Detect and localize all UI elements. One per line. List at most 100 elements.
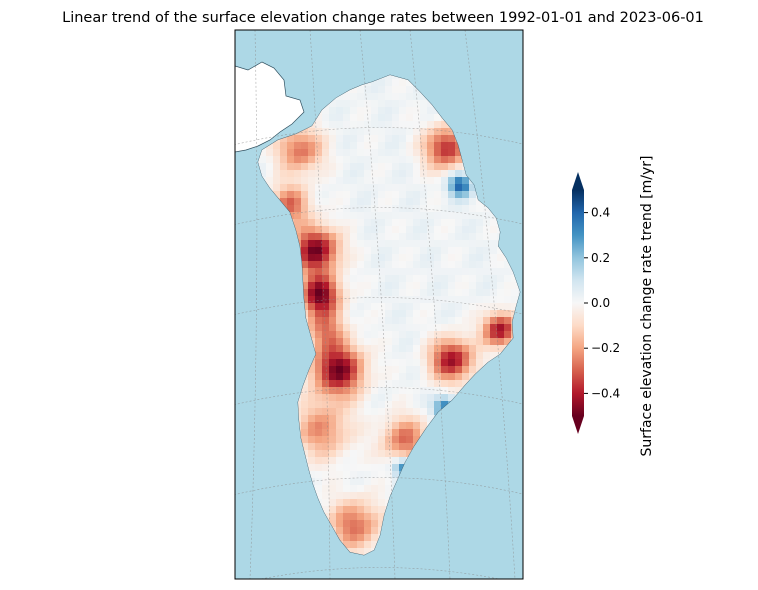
elevation-cell: [385, 359, 392, 366]
elevation-cell: [371, 86, 378, 93]
elevation-cell: [357, 485, 364, 492]
elevation-cell: [357, 352, 364, 359]
elevation-cell: [399, 324, 406, 331]
elevation-cell: [315, 184, 322, 191]
elevation-cell: [413, 149, 420, 156]
elevation-cell: [406, 373, 413, 380]
elevation-cell: [448, 366, 455, 373]
elevation-cell: [329, 261, 336, 268]
elevation-cell: [406, 415, 413, 422]
elevation-cell: [315, 282, 322, 289]
elevation-cell: [413, 170, 420, 177]
elevation-cell: [273, 149, 280, 156]
elevation-cell: [385, 289, 392, 296]
elevation-cell: [329, 506, 336, 513]
elevation-cell: [336, 415, 343, 422]
elevation-cell: [357, 170, 364, 177]
elevation-cell: [378, 345, 385, 352]
elevation-cell: [399, 128, 406, 135]
elevation-cell: [350, 422, 357, 429]
elevation-cell: [427, 142, 434, 149]
elevation-cell: [343, 492, 350, 499]
elevation-cell: [357, 156, 364, 163]
elevation-cell: [329, 380, 336, 387]
elevation-cell: [448, 289, 455, 296]
elevation-cell: [343, 457, 350, 464]
elevation-cell: [329, 394, 336, 401]
elevation-cell: [462, 373, 469, 380]
elevation-cell: [441, 198, 448, 205]
elevation-cell: [392, 436, 399, 443]
elevation-cell: [378, 254, 385, 261]
elevation-cell: [308, 135, 315, 142]
elevation-cell: [343, 415, 350, 422]
elevation-cell: [427, 205, 434, 212]
elevation-cell: [357, 373, 364, 380]
elevation-cell: [343, 247, 350, 254]
elevation-cell: [483, 268, 490, 275]
elevation-cell: [336, 254, 343, 261]
elevation-cell: [315, 352, 322, 359]
elevation-cell: [350, 261, 357, 268]
elevation-cell: [343, 275, 350, 282]
elevation-cell: [441, 219, 448, 226]
elevation-cell: [385, 240, 392, 247]
elevation-cell: [329, 499, 336, 506]
elevation-cell: [371, 121, 378, 128]
elevation-cell: [378, 352, 385, 359]
elevation-cell: [462, 240, 469, 247]
elevation-cell: [455, 345, 462, 352]
elevation-cell: [371, 149, 378, 156]
elevation-cell: [406, 142, 413, 149]
elevation-cell: [448, 303, 455, 310]
elevation-cell: [371, 303, 378, 310]
elevation-cell: [357, 149, 364, 156]
elevation-cell: [441, 254, 448, 261]
elevation-cell: [469, 268, 476, 275]
elevation-cell: [413, 275, 420, 282]
elevation-cell: [406, 275, 413, 282]
elevation-cell: [476, 282, 483, 289]
elevation-cell: [413, 345, 420, 352]
elevation-cell: [448, 198, 455, 205]
elevation-cell: [364, 366, 371, 373]
elevation-cell: [329, 268, 336, 275]
elevation-cell: [399, 135, 406, 142]
elevation-cell: [406, 184, 413, 191]
elevation-cell: [350, 282, 357, 289]
elevation-cell: [322, 380, 329, 387]
elevation-cell: [329, 492, 336, 499]
elevation-cell: [357, 135, 364, 142]
elevation-cell: [329, 310, 336, 317]
elevation-cell: [420, 338, 427, 345]
elevation-cell: [441, 240, 448, 247]
elevation-cell: [378, 86, 385, 93]
elevation-cell: [406, 107, 413, 114]
elevation-cell: [343, 142, 350, 149]
elevation-cell: [350, 506, 357, 513]
elevation-cell: [294, 219, 301, 226]
elevation-cell: [427, 345, 434, 352]
elevation-cell: [427, 177, 434, 184]
elevation-cell: [308, 394, 315, 401]
elevation-cell: [301, 128, 308, 135]
elevation-cell: [448, 226, 455, 233]
elevation-cell: [336, 268, 343, 275]
elevation-cell: [371, 415, 378, 422]
elevation-cell: [448, 338, 455, 345]
elevation-cell: [343, 485, 350, 492]
elevation-cell: [434, 177, 441, 184]
elevation-cell: [483, 296, 490, 303]
elevation-cell: [427, 261, 434, 268]
elevation-cell: [336, 443, 343, 450]
elevation-cell: [336, 492, 343, 499]
elevation-cell: [315, 485, 322, 492]
elevation-cell: [378, 149, 385, 156]
elevation-cell: [371, 485, 378, 492]
elevation-cell: [336, 156, 343, 163]
elevation-cell: [308, 457, 315, 464]
elevation-cell: [497, 282, 504, 289]
elevation-cell: [399, 100, 406, 107]
elevation-cell: [490, 212, 497, 219]
elevation-cell: [490, 303, 497, 310]
